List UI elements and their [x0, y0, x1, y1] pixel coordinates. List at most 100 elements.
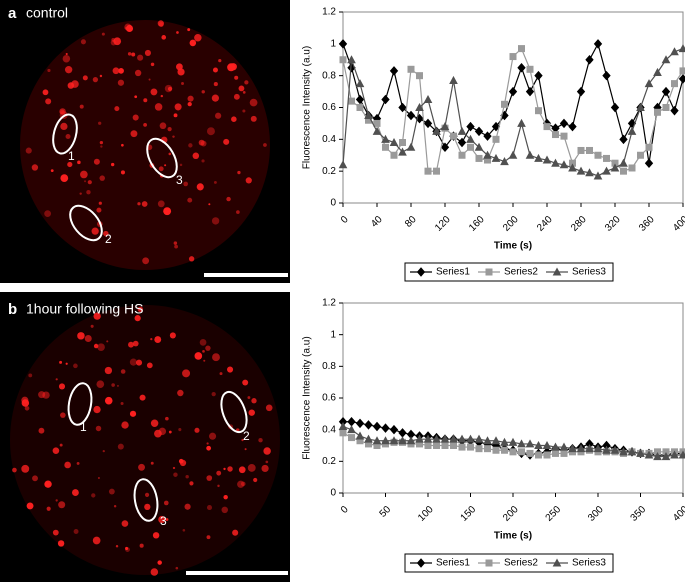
cell-spot — [67, 161, 73, 168]
marker — [585, 168, 594, 177]
cell-spot — [237, 480, 245, 488]
marker — [543, 451, 551, 459]
marker — [593, 39, 603, 49]
y-tick-label: 1.2 — [322, 7, 336, 18]
marker — [560, 132, 568, 140]
cell-spot — [242, 109, 246, 113]
marker — [339, 56, 347, 64]
x-tick-label: 0 — [339, 214, 351, 226]
marker — [509, 53, 517, 61]
cell-spot — [247, 463, 256, 472]
cell-spot — [113, 505, 117, 508]
cell-spot — [24, 406, 30, 411]
marker — [339, 429, 347, 437]
roi-label: 1 — [80, 420, 87, 434]
cell-spot — [73, 363, 78, 369]
cell-spot — [103, 230, 109, 237]
cell-spot — [238, 85, 245, 92]
marker — [492, 446, 500, 454]
cell-spot — [38, 427, 45, 434]
marker — [381, 436, 390, 445]
cell-spot — [168, 430, 172, 434]
cell-spot — [219, 372, 223, 376]
marker — [593, 444, 603, 453]
marker — [637, 151, 644, 159]
marker — [500, 157, 509, 166]
y-tick-label: 0 — [330, 198, 336, 209]
cell-spot — [129, 358, 137, 366]
cell-spot — [174, 103, 182, 111]
marker — [594, 151, 602, 159]
cell-spot — [32, 475, 38, 482]
y-tick-label: 0.4 — [322, 134, 336, 145]
marker — [644, 79, 654, 88]
cell-spot — [104, 396, 113, 405]
roi-label: 3 — [176, 173, 183, 187]
panel-caption: 1hour following HS — [26, 301, 144, 317]
marker — [467, 443, 474, 451]
cell-spot — [175, 566, 179, 570]
cell-spot — [113, 37, 122, 46]
marker — [679, 67, 685, 75]
cell-spot — [120, 170, 125, 175]
marker — [390, 151, 398, 159]
y-axis-title: Fluorescence Intensity (a.u) — [302, 336, 313, 459]
cell-spot — [221, 506, 228, 514]
cell-spot — [28, 373, 33, 378]
cell-spot — [234, 75, 239, 80]
marker — [568, 444, 577, 453]
roi-outlines — [52, 113, 248, 522]
cell-spot — [134, 95, 138, 99]
micrograph-b — [0, 292, 290, 582]
roi-label: 2 — [105, 232, 112, 246]
y-tick-label: 0.2 — [322, 166, 336, 177]
cell-spot — [249, 98, 258, 107]
marker — [372, 421, 382, 432]
cell-spot — [211, 94, 219, 102]
cell-spot — [199, 339, 207, 346]
cell-spot — [96, 380, 105, 388]
cell-spot — [80, 170, 88, 179]
marker — [602, 166, 611, 175]
marker — [568, 163, 577, 172]
cell-spot — [164, 164, 167, 167]
cell-spot — [64, 461, 71, 469]
legend-label: Series2 — [504, 558, 538, 569]
marker — [372, 436, 382, 445]
x-tick-label: 360 — [637, 214, 657, 234]
marker — [433, 167, 440, 175]
cell-spot — [263, 143, 267, 147]
cell-spot — [194, 352, 203, 360]
marker — [467, 143, 474, 151]
cell-spot — [118, 68, 124, 74]
cell-spot — [132, 340, 139, 347]
marker — [619, 158, 628, 167]
marker — [603, 154, 610, 162]
cell-spot — [60, 122, 68, 131]
cell-spot — [223, 138, 230, 145]
marker — [636, 448, 645, 457]
marker — [636, 102, 645, 111]
cell-spot — [91, 493, 96, 498]
cell-spot — [93, 405, 101, 414]
cell-spot — [212, 67, 218, 73]
cell-spot — [154, 336, 162, 344]
y-tick-label: 1.2 — [322, 298, 336, 309]
y-tick-label: 0.8 — [322, 70, 336, 81]
marker — [568, 121, 577, 132]
cell-spot — [251, 398, 257, 404]
marker — [517, 439, 526, 448]
marker — [355, 94, 365, 105]
cell-spot — [164, 84, 173, 93]
cell-spot — [134, 315, 141, 322]
cell-spot — [250, 115, 257, 122]
marker — [551, 442, 560, 451]
series — [339, 45, 685, 175]
cell-spot — [135, 359, 143, 366]
cell-spot — [79, 104, 84, 109]
cell-spot — [253, 477, 258, 483]
cell-spot — [247, 396, 251, 399]
marker — [355, 79, 365, 88]
y-axis-title: Fluorescence Intensity (a.u) — [302, 46, 313, 169]
cell-spot — [121, 520, 129, 527]
